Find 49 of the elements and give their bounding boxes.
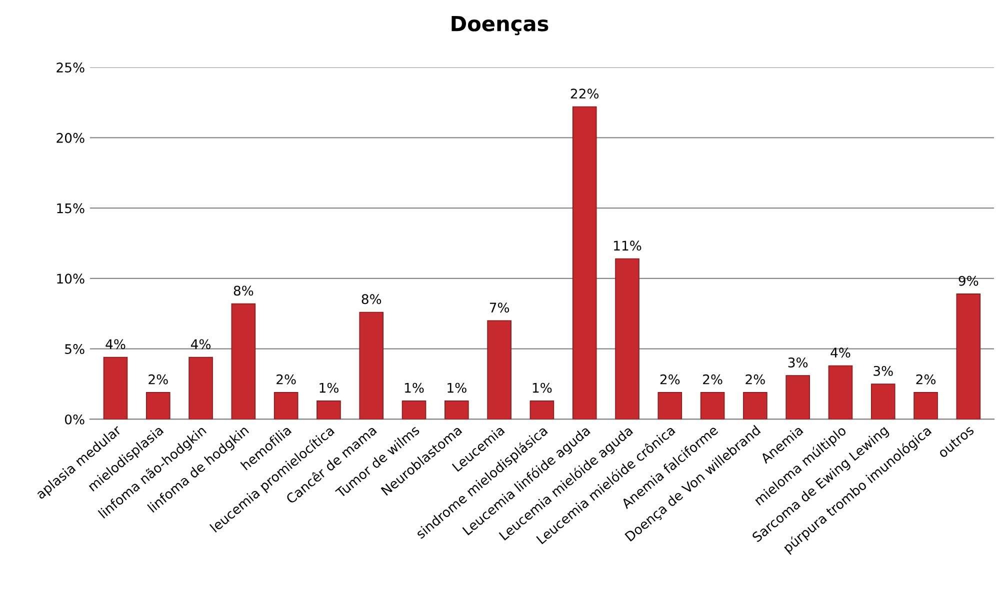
bar xyxy=(274,392,298,420)
data-label: 1% xyxy=(405,382,424,393)
data-label: 11% xyxy=(614,240,642,251)
bar xyxy=(572,106,597,420)
bar xyxy=(870,384,896,420)
data-label: 1% xyxy=(532,382,552,393)
data-label: 2% xyxy=(916,374,936,384)
data-label: 2% xyxy=(276,374,296,384)
data-label: 1% xyxy=(448,382,466,393)
data-label: 4% xyxy=(190,339,211,350)
bar xyxy=(743,392,768,420)
data-label: 2% xyxy=(746,374,765,384)
bar xyxy=(828,365,853,420)
bar xyxy=(444,400,469,420)
bar xyxy=(402,400,426,420)
bar xyxy=(359,312,384,420)
bar xyxy=(231,303,256,420)
data-label: 2% xyxy=(703,374,722,384)
bar xyxy=(615,258,640,420)
data-label: 4% xyxy=(830,348,850,358)
bar xyxy=(530,400,554,420)
bar xyxy=(700,392,725,420)
bar xyxy=(914,392,938,420)
data-label: 2% xyxy=(148,374,168,384)
data-label: 2% xyxy=(660,374,680,384)
data-label: 1% xyxy=(320,382,338,393)
bar xyxy=(786,375,810,420)
y-tick-label: 10% xyxy=(57,274,84,284)
bar xyxy=(146,392,170,420)
y-tick-label: 25% xyxy=(56,62,84,73)
bar xyxy=(487,320,512,420)
y-tick-label: 20% xyxy=(56,132,84,143)
bar xyxy=(316,400,341,420)
bar xyxy=(103,356,128,420)
chart-title: Doenças xyxy=(452,16,548,36)
data-label: 9% xyxy=(958,276,978,286)
data-label: 8% xyxy=(234,286,254,296)
data-label: 8% xyxy=(362,294,382,304)
data-label: 7% xyxy=(490,302,510,313)
data-label: 4% xyxy=(106,339,126,350)
y-tick-label: 15% xyxy=(57,203,84,214)
data-label: 3% xyxy=(874,366,893,376)
bar xyxy=(956,294,981,420)
data-label: 22% xyxy=(570,88,599,99)
bar xyxy=(658,392,682,420)
data-label: 3% xyxy=(788,357,808,368)
y-tick-label: 5% xyxy=(65,344,84,354)
bar xyxy=(188,356,213,420)
y-tick-label: 0% xyxy=(64,414,84,424)
